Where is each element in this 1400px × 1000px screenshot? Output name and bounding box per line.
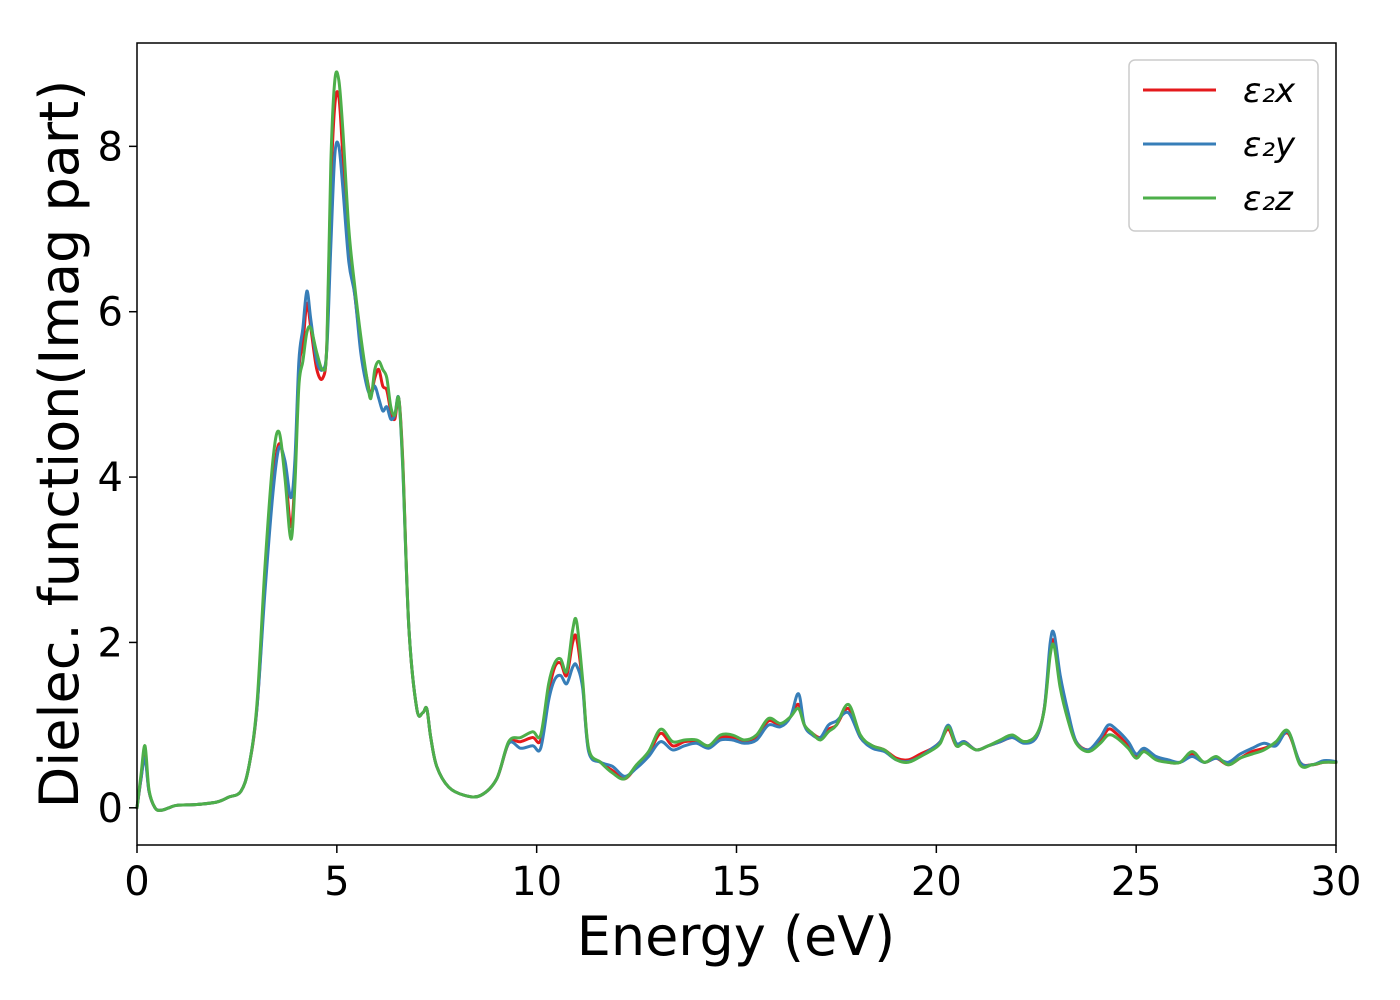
- y-axis-ticks: 0 2 4 6 8: [98, 124, 137, 832]
- x-tick-label: 30: [1311, 859, 1362, 905]
- x-tick-label: 15: [711, 859, 762, 905]
- legend: ε₂x ε₂y ε₂z: [1128, 59, 1319, 232]
- series-lines: [135, 70, 1338, 812]
- series-line-2: [135, 70, 1338, 812]
- x-tick-label: 10: [511, 859, 562, 905]
- y-tick-label: 4: [98, 455, 123, 501]
- y-tick-label: 6: [98, 290, 123, 336]
- x-tick-label: 5: [324, 859, 349, 905]
- legend-label-1: ε₂y: [1243, 125, 1296, 165]
- x-tick-label: 20: [911, 859, 962, 905]
- legend-label-2: ε₂z: [1243, 179, 1294, 219]
- legend-box: [1128, 59, 1319, 232]
- x-axis-label: Energy (eV): [577, 905, 896, 968]
- y-tick-label: 2: [98, 620, 123, 666]
- y-tick-label: 0: [98, 786, 123, 832]
- x-tick-label: 25: [1111, 859, 1162, 905]
- x-axis-ticks: 0 5 10 15 20 25 30: [124, 845, 1361, 905]
- y-axis-label: Dielec. function(Imag part): [28, 80, 91, 809]
- y-tick-label: 8: [98, 124, 123, 170]
- x-tick-label: 0: [124, 859, 149, 905]
- legend-label-0: ε₂x: [1243, 71, 1296, 111]
